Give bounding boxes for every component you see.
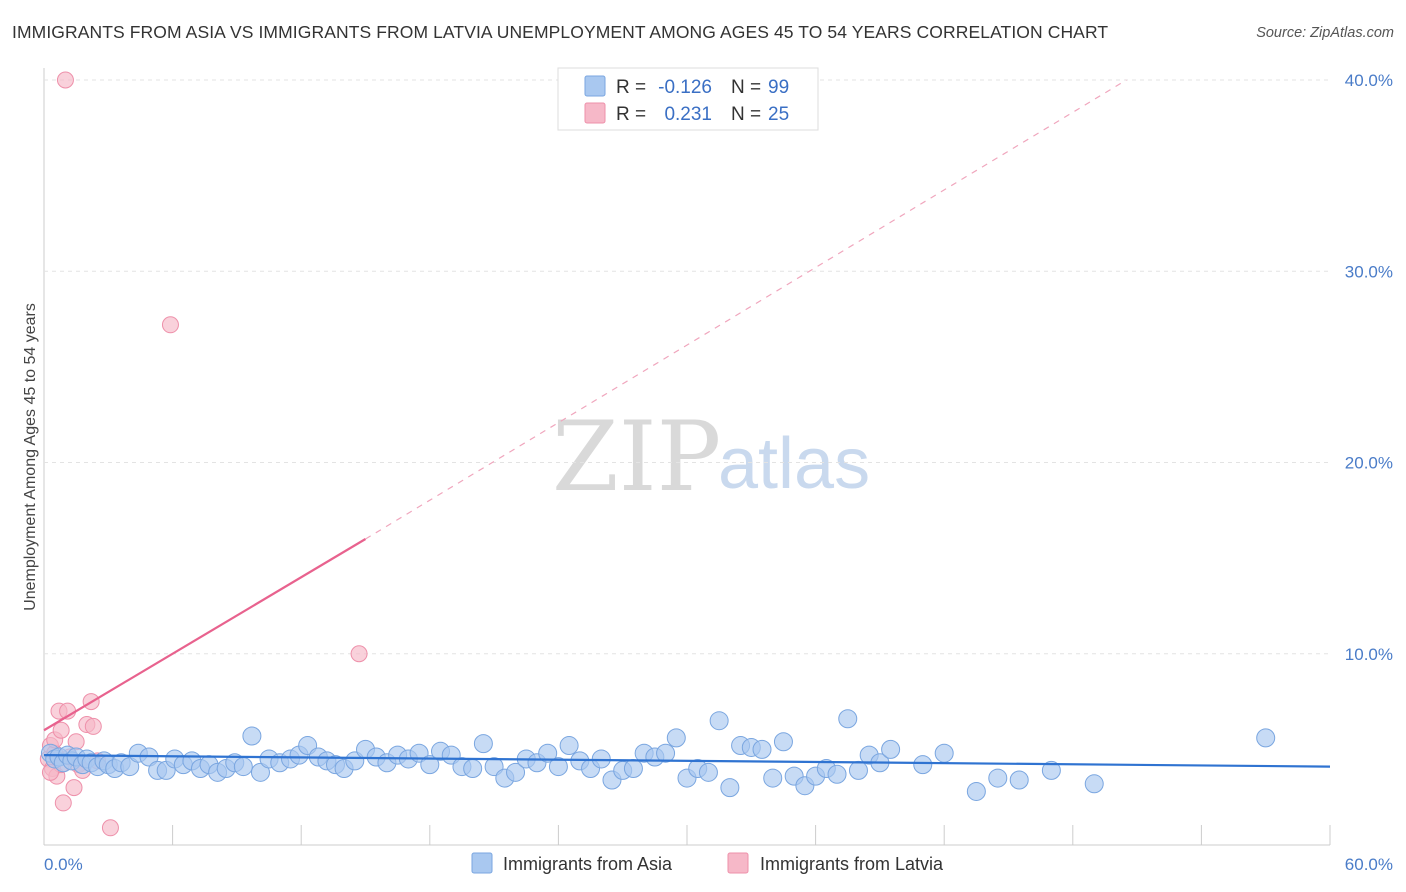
trend-line-asia [43,754,1331,768]
legend-n-label-latvia: N = [731,104,761,125]
data-point [559,736,579,756]
bottom-legend-swatch-latvia [727,852,749,874]
trend-line-latvia-extension [365,79,1127,540]
data-point [52,721,70,739]
data-point [250,762,270,782]
legend-r-value-asia: -0.126 [658,77,712,98]
data-point [1041,760,1061,780]
data-point [720,778,740,798]
data-point [233,757,253,777]
legend-n-value-latvia: 25 [768,104,789,125]
legend-n-label-asia: N = [731,77,761,98]
data-point [120,757,140,777]
data-point [54,794,72,812]
data-point [350,645,368,663]
data-point [56,71,74,89]
y-tick-label-40: 40.0% [1345,71,1393,90]
data-point [623,759,643,778]
data-point [827,764,847,784]
source-label: Source: ZipAtlas.com [1256,25,1394,41]
legend-n-value-asia: 99 [768,77,789,98]
stats-legend: R = -0.126 N = 99 R = 0.231 N = 25 [557,67,819,131]
trend-lines [43,79,1331,768]
data-point [1256,728,1276,748]
data-point [838,709,858,729]
data-point [666,728,686,748]
data-point [934,743,954,763]
data-point [84,717,102,735]
gridlines [44,79,1330,655]
data-point [473,734,493,754]
y-axis-label: Unemployment Among Ages 45 to 54 years [22,303,39,611]
data-point [65,779,83,797]
bottom-legend-label-asia: Immigrants from Asia [503,854,673,874]
series-asia-points [40,709,1276,801]
series-latvia-points [39,71,368,837]
data-point [966,781,986,801]
data-point [763,768,783,788]
trend-line-latvia [43,538,367,732]
bottom-legend-swatch-asia [471,852,493,874]
legend-r-label-latvia: R = [616,104,646,125]
bottom-legend-label-latvia: Immigrants from Latvia [760,854,944,874]
data-point [538,743,558,763]
chart-title: IMMIGRANTS FROM ASIA VS IMMIGRANTS FROM … [12,22,1109,42]
legend-swatch-latvia [584,102,606,124]
data-point [752,739,772,759]
data-point [242,726,262,746]
data-point [548,757,568,777]
data-point [698,762,718,782]
data-point [420,755,440,775]
data-point [656,743,676,763]
y-tick-label-20: 20.0% [1345,454,1393,473]
watermark-atlas: atlas [718,424,870,504]
data-point [881,739,901,759]
data-point [913,755,933,775]
data-point [773,732,793,752]
x-tick-label-max: 60.0% [1345,855,1393,874]
y-tick-labels: 10.0% 20.0% 30.0% 40.0% [1345,71,1393,664]
legend-r-value-latvia: 0.231 [664,104,712,125]
data-point [463,759,483,778]
data-point [161,316,179,334]
data-point [848,760,868,780]
series-legend: Immigrants from Asia Immigrants from Lat… [471,852,944,874]
y-tick-label-30: 30.0% [1345,262,1393,281]
data-point [988,768,1008,788]
legend-swatch-asia [584,75,606,97]
x-tick-label-min: 0.0% [44,855,83,874]
data-point [506,762,526,782]
data-point [709,711,729,731]
x-ticks [43,825,1331,845]
legend-r-label-asia: R = [616,77,646,98]
data-point [1009,770,1029,790]
y-tick-label-10: 10.0% [1345,645,1393,664]
data-point [101,819,119,837]
data-point [1084,774,1104,794]
watermark-zip: ZIP [552,401,721,513]
